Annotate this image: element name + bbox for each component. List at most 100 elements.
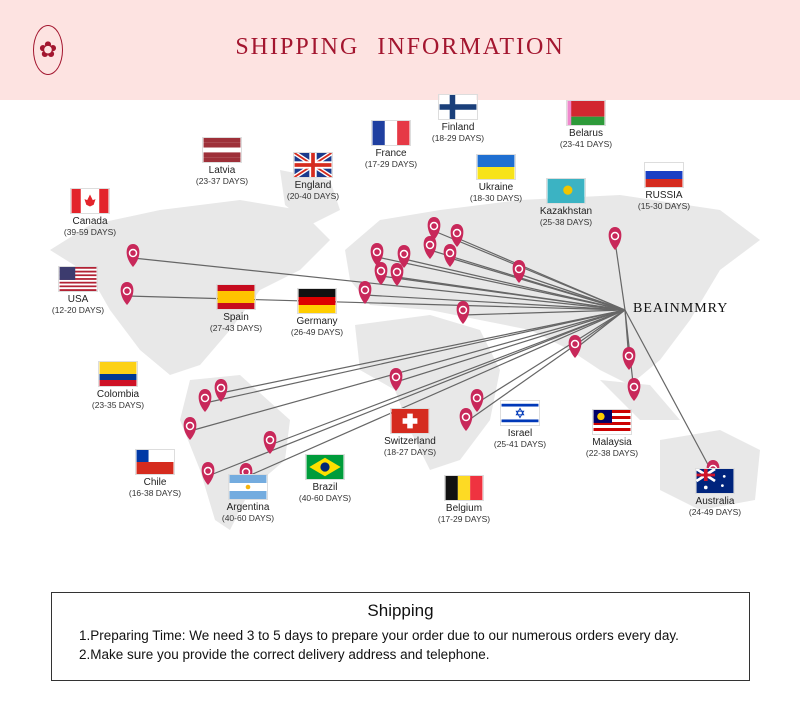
delivery-days: (17-29 DAYS) — [437, 514, 491, 524]
map-pin-icon — [568, 335, 582, 358]
brazil-flag-icon — [305, 454, 345, 480]
map-pin-icon — [198, 389, 212, 412]
country-france: France (17-29 DAYS) — [336, 120, 446, 169]
country-uk: England (20-40 DAYS) — [258, 152, 368, 201]
route-line — [220, 309, 626, 394]
delivery-days: (15-30 DAYS) — [637, 201, 691, 211]
russia-flag-icon — [644, 162, 684, 188]
route-line — [449, 257, 626, 311]
map-pin-icon — [214, 379, 228, 402]
page-title: SHIPPING INFORMATION — [235, 34, 565, 60]
map-pin-icon — [397, 245, 411, 268]
country-name: Germany — [296, 316, 338, 327]
delivery-days: (16-38 DAYS) — [128, 488, 182, 498]
country-usa: USA (12-20 DAYS) — [23, 266, 133, 315]
israel-flag-icon — [500, 400, 540, 426]
map-pin-icon — [459, 408, 473, 431]
switzerland-flag-icon — [390, 408, 430, 434]
country-malaysia: Malaysia (22-38 DAYS) — [557, 409, 667, 458]
country-switzerland: Switzerland (18-27 DAYS) — [355, 408, 465, 457]
map-pin-icon — [608, 227, 622, 250]
country-canada: Canada (39-59 DAYS) — [35, 188, 145, 237]
map-pin-icon — [370, 243, 384, 266]
country-name: Colombia — [96, 389, 140, 400]
continents — [50, 170, 760, 530]
map-pin-icon — [201, 462, 215, 485]
country-name: England — [294, 180, 332, 191]
route-line — [614, 240, 626, 311]
finland-flag-icon — [438, 94, 478, 120]
map-pin-icon — [622, 347, 636, 370]
delivery-days: (40-60 DAYS) — [221, 513, 275, 523]
rose-logo-icon: ✿ — [33, 25, 63, 75]
map-pin-icon — [390, 263, 404, 286]
shipping-line-1: 1.Preparing Time: We need 3 to 5 days to… — [79, 628, 679, 643]
map-pin-icon — [374, 262, 388, 285]
country-name: Israel — [507, 428, 533, 439]
country-germany: Germany (26-49 DAYS) — [262, 288, 372, 337]
belarus-flag-icon — [566, 100, 606, 126]
country-belgium: Belgium (17-29 DAYS) — [409, 475, 519, 524]
country-ukraine: Ukraine (18-30 DAYS) — [441, 154, 551, 203]
route-line — [476, 309, 626, 404]
header-banner: ✿ SHIPPING INFORMATION — [0, 0, 800, 100]
country-name: Australia — [695, 496, 735, 507]
delivery-days: (25-41 DAYS) — [493, 439, 547, 449]
spain-flag-icon — [216, 284, 256, 310]
delivery-days: (18-27 DAYS) — [383, 447, 437, 457]
delivery-days: (12-20 DAYS) — [51, 305, 105, 315]
canada-flag-icon — [70, 188, 110, 214]
route-line — [456, 237, 626, 311]
delivery-days: (39-59 DAYS) — [63, 227, 117, 237]
country-kazakhstan: Kazakhstan (25-38 DAYS) — [511, 178, 621, 227]
delivery-days: (23-35 DAYS) — [91, 400, 145, 410]
argentina-flag-icon — [228, 474, 268, 500]
uk-flag-icon — [293, 152, 333, 178]
route-line — [518, 273, 626, 311]
country-name: Ukraine — [478, 182, 514, 193]
world-map — [50, 170, 760, 530]
france-flag-icon — [371, 120, 411, 146]
country-belarus: Belarus (23-41 DAYS) — [531, 100, 641, 149]
australia-flag-icon — [695, 468, 735, 494]
map-pin-icon — [183, 417, 197, 440]
country-spain: Spain (27-43 DAYS) — [181, 284, 291, 333]
map-pin-icon — [443, 244, 457, 267]
shipping-title: Shipping — [367, 601, 434, 620]
country-name: Brazil — [312, 482, 338, 493]
map-pin-icon — [358, 281, 372, 304]
chile-flag-icon — [135, 449, 175, 475]
route-line — [245, 309, 626, 478]
colombia-flag-icon — [98, 361, 138, 387]
route-line — [462, 309, 626, 316]
map-pin-icon — [627, 378, 641, 401]
country-australia: Australia (24-49 DAYS) — [660, 468, 770, 517]
route-line — [132, 257, 626, 311]
route-line — [376, 256, 626, 311]
country-colombia: Colombia (23-35 DAYS) — [63, 361, 173, 410]
map-pin-icon — [389, 368, 403, 391]
delivery-days: (26-49 DAYS) — [290, 327, 344, 337]
route-line — [126, 295, 626, 311]
delivery-days: (20-40 DAYS) — [286, 191, 340, 201]
delivery-days: (40-60 DAYS) — [298, 493, 352, 503]
malaysia-flag-icon — [592, 409, 632, 435]
route-line — [403, 258, 626, 311]
delivery-days: (27-43 DAYS) — [209, 323, 263, 333]
country-name: Belgium — [445, 503, 483, 514]
map-pin-icon — [126, 244, 140, 267]
country-name: Latvia — [208, 165, 236, 176]
kazakhstan-flag-icon — [546, 178, 586, 204]
shipping-line-2: 2.Make sure you provide the correct deli… — [79, 647, 490, 662]
route-line — [396, 276, 626, 311]
country-name: Finland — [441, 122, 475, 133]
delivery-days: (23-41 DAYS) — [559, 139, 613, 149]
route-line — [189, 309, 626, 432]
delivery-days: (23-37 DAYS) — [195, 176, 249, 186]
route-line — [395, 309, 626, 383]
map-pin-icon — [512, 260, 526, 283]
delivery-days: (24-49 DAYS) — [688, 507, 742, 517]
map-pin-icon — [456, 301, 470, 324]
country-name: Argentina — [226, 502, 270, 513]
country-name: Canada — [72, 216, 108, 227]
